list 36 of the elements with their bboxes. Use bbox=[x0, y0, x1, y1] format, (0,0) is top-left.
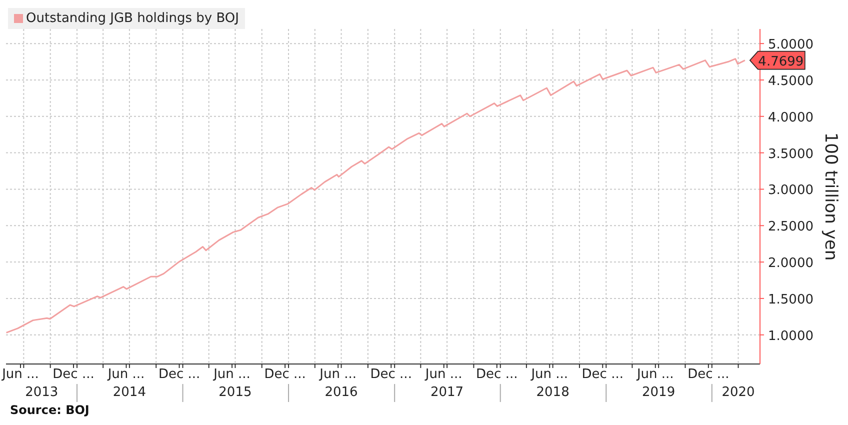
y-tick-label: 2.5000 bbox=[768, 220, 814, 235]
x-tick-label: Jun ... bbox=[106, 367, 145, 382]
x-tick-label: Dec ... bbox=[370, 367, 412, 382]
x-tick-label: Dec ... bbox=[476, 367, 518, 382]
x2-tick-label: 2019 bbox=[642, 385, 676, 400]
y-tick-label: 3.5000 bbox=[768, 146, 814, 162]
x-tick-label: Dec ... bbox=[264, 367, 306, 382]
x2-tick-label: 2017 bbox=[430, 385, 464, 400]
x-tick-label: Dec ... bbox=[52, 367, 94, 382]
y-tick-label: 4.5000 bbox=[768, 74, 814, 89]
x2-tick-label: 2015 bbox=[218, 385, 252, 400]
x-tick-label: Dec ... bbox=[688, 367, 730, 382]
x-tick-label: Jun ... bbox=[318, 367, 357, 382]
source-note: Source: BOJ bbox=[10, 403, 90, 417]
x-tick-label: Jun ... bbox=[212, 367, 250, 382]
x2-tick-label: 2014 bbox=[112, 385, 146, 400]
x-tick-label: Jun ... bbox=[1, 367, 39, 382]
x-tick-label: Dec ... bbox=[158, 367, 200, 382]
x-tick-label: Jun ... bbox=[636, 367, 674, 382]
x2-tick-label: 2020 bbox=[722, 385, 755, 400]
y-tick-label: 2.0000 bbox=[768, 256, 814, 272]
x2-tick-label: 2013 bbox=[25, 385, 58, 400]
x2-tick-label: 2018 bbox=[536, 385, 570, 400]
x-tick-label: Jun ... bbox=[530, 367, 568, 382]
y-axis-title: 100 trillion yen bbox=[820, 132, 840, 261]
y-tick-label: 4.0000 bbox=[768, 110, 814, 126]
x-tick-label: Dec ... bbox=[582, 367, 624, 382]
y-tick-label: 1.0000 bbox=[768, 328, 814, 344]
legend-label: Outstanding JGB holdings by BOJ bbox=[25, 11, 239, 26]
x-tick-label: Jun ... bbox=[424, 367, 462, 382]
data-label: 4.7699 bbox=[758, 54, 804, 70]
line-series bbox=[6, 58, 746, 334]
y-tick-label: 3.0000 bbox=[768, 183, 814, 198]
x2-tick-label: 2016 bbox=[324, 385, 358, 400]
y-tick-label: 5.0000 bbox=[768, 38, 814, 53]
y-tick-label: 1.5000 bbox=[768, 292, 814, 308]
